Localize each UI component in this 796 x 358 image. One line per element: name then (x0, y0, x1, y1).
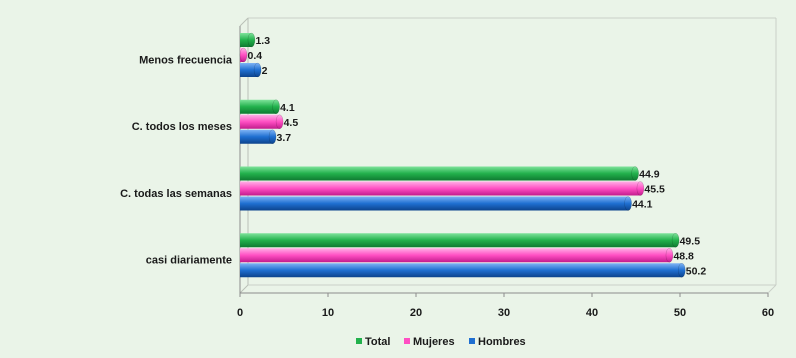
bar-c-todas-las-semanas-total (240, 166, 639, 181)
legend-swatch-hombres (469, 338, 475, 344)
bars (239, 32, 686, 278)
x-tick-label-30: 30 (498, 307, 510, 319)
data-label-casi-diariamente-mujeres: 48.8 (673, 250, 694, 262)
legend-label-mujeres: Mujeres (413, 336, 455, 348)
bar-c-todos-los-meses-hombres (240, 129, 277, 144)
bar-casi-diariamente-mujeres (240, 248, 674, 263)
bar-menos-frecuencia-hombres (240, 62, 262, 78)
bar-c-todos-los-meses-mujeres (240, 114, 284, 129)
bar-menos-frecuencia-mujeres (239, 47, 248, 63)
data-label-c-todas-las-semanas-total: 44.9 (639, 169, 660, 181)
bar-casi-diariamente-hombres (240, 263, 686, 278)
data-label-c-todas-las-semanas-hombres: 44.1 (632, 199, 653, 211)
legend-label-hombres: Hombres (478, 336, 526, 348)
data-label-casi-diariamente-hombres: 50.2 (686, 265, 707, 277)
data-label-c-todos-los-meses-hombres: 3.7 (277, 132, 292, 144)
legend-swatch-mujeres (404, 338, 410, 344)
category-label-c-todos-los-meses: C. todos los meses (132, 121, 232, 133)
data-label-menos-frecuencia-hombres: 2 (262, 65, 268, 77)
data-labels: 1.3 0.4 2 4.1 4.5 3.7 44.9 45.5 44.1 49.5 48.8 50.2 (248, 35, 707, 277)
category-label-menos-frecuencia: Menos frecuencia (139, 54, 233, 66)
category-label-c-todas-las-semanas: C. todas las semanas (120, 188, 232, 200)
bar-c-todas-las-semanas-hombres (240, 196, 632, 211)
bar-c-todos-los-meses-total (240, 99, 280, 114)
data-label-menos-frecuencia-total: 1.3 (255, 35, 270, 47)
x-tick-label-60: 60 (762, 307, 774, 319)
data-label-c-todos-los-meses-total: 4.1 (280, 102, 295, 114)
x-tick-label-50: 50 (674, 307, 686, 319)
x-axis-ticks: 0 10 20 30 40 50 60 (237, 293, 774, 319)
legend: Total Mujeres Hombres (356, 336, 526, 348)
x-tick-label-10: 10 (322, 307, 334, 319)
data-label-c-todos-los-meses-mujeres: 4.5 (284, 117, 299, 129)
bar-c-todas-las-semanas-mujeres (240, 181, 645, 196)
legend-swatch-total (356, 338, 362, 344)
x-tick-label-20: 20 (410, 307, 422, 319)
data-label-menos-frecuencia-mujeres: 0.4 (248, 50, 263, 62)
frame-depth-right (767, 284, 777, 294)
data-label-casi-diariamente-total: 49.5 (680, 235, 701, 247)
frame-depth-bottom (239, 284, 249, 294)
data-label-c-todas-las-semanas-mujeres: 45.5 (644, 184, 665, 196)
legend-label-total: Total (365, 336, 390, 348)
bar-casi-diariamente-total (240, 233, 680, 248)
x-tick-label-0: 0 (237, 307, 243, 319)
frame-depth-top (239, 17, 249, 27)
category-labels: Menos frecuencia C. todos los meses C. tod… (120, 54, 233, 266)
bar-menos-frecuencia-total (240, 32, 256, 48)
x-tick-label-40: 40 (586, 307, 598, 319)
category-label-casi-diariamente: casi diariamente (146, 255, 232, 267)
